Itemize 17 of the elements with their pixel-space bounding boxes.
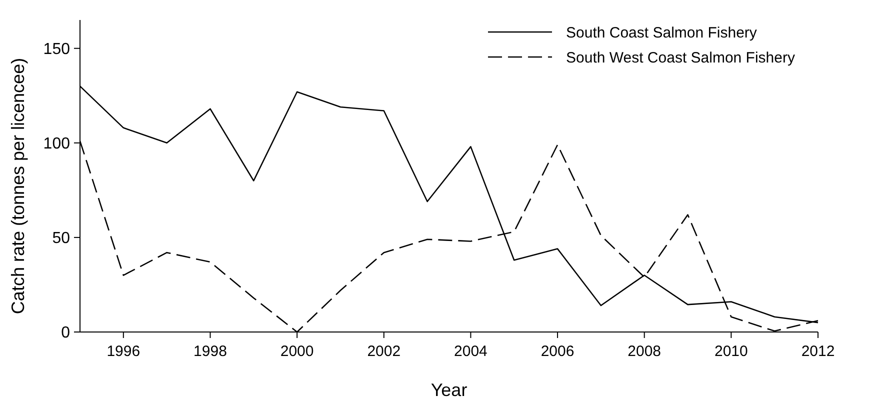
y-tick-label: 100 [43,136,70,153]
x-axis-title: Year [430,380,468,400]
y-tick-label: 0 [61,324,70,342]
x-tick-label: 2004 [454,343,488,360]
x-tick-label: 2002 [367,343,401,360]
x-tick-label: 1996 [106,343,140,360]
y-axis-title: Catch rate (tonnes per licencee) [8,58,28,314]
x-tick-label: 2006 [540,343,574,360]
legend-label: South West Coast Salmon Fishery [566,49,796,66]
y-tick-label: 150 [43,40,70,58]
y-tick-label: 50 [52,230,70,248]
x-tick-label: 2010 [714,343,748,360]
x-tick-label: 2000 [280,343,314,360]
legend-label: South Coast Salmon Fishery [566,24,758,42]
x-tick-label: 1998 [194,343,227,360]
x-tick-label: 2012 [801,343,835,360]
x-tick-label: 2008 [628,343,662,360]
